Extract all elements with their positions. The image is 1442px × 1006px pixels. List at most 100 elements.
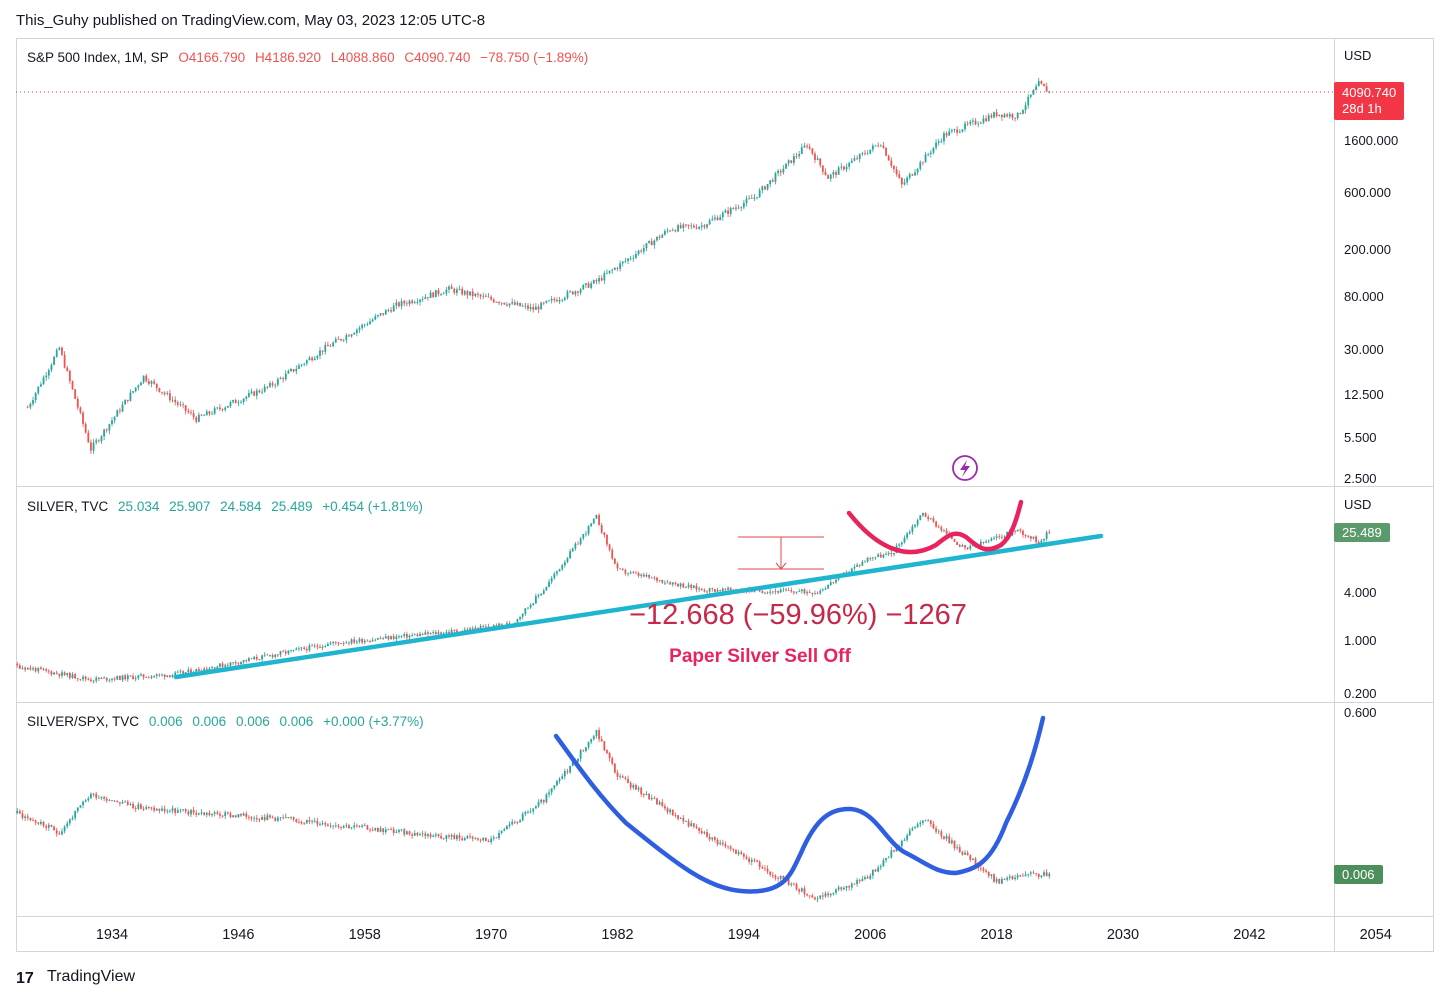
ratio-open: 0.006 — [148, 714, 183, 729]
candle-body — [150, 381, 153, 384]
candle-body — [1035, 536, 1038, 542]
candle-body — [213, 812, 216, 814]
candle-body — [103, 677, 106, 679]
candle-body — [650, 241, 653, 246]
pane-separator-2[interactable] — [16, 702, 1434, 703]
candle-body — [677, 815, 679, 819]
candle-body — [100, 436, 103, 442]
candle-body — [498, 832, 500, 839]
pane-separator-1[interactable] — [16, 486, 1434, 487]
candle-body — [869, 558, 872, 559]
candle-body — [87, 679, 90, 680]
candle-body — [392, 829, 395, 833]
candle-body — [993, 874, 995, 882]
candle-body — [740, 207, 743, 209]
candle-body — [914, 524, 916, 527]
candle-body — [355, 641, 358, 643]
candle-body — [334, 338, 337, 343]
ratio-projection-curve[interactable] — [553, 715, 1046, 894]
candle-body — [403, 634, 406, 637]
candle-body — [371, 640, 374, 642]
candle-body — [519, 820, 521, 823]
candle-body — [242, 660, 245, 662]
candle-body — [395, 831, 398, 833]
candle-body — [413, 302, 416, 304]
candle-body — [74, 811, 77, 818]
candle-body — [34, 393, 37, 401]
tradingview-brand[interactable]: 17 TradingView — [16, 968, 135, 986]
candle-body — [471, 291, 474, 297]
candle-body — [482, 626, 485, 628]
candle-body — [124, 801, 127, 803]
candle-body — [379, 638, 382, 640]
candle-body — [966, 123, 969, 125]
spx-countdown: 28d 1h — [1342, 101, 1382, 116]
candle-body — [887, 552, 890, 555]
candle-body — [590, 523, 593, 527]
x-axis-separator — [16, 916, 1434, 917]
spx-symbol: S&P 500 Index, 1M, SP — [27, 50, 169, 65]
candle-body — [100, 797, 103, 798]
candle-body — [95, 440, 98, 443]
candle-body — [577, 543, 579, 545]
candle-body — [987, 871, 990, 876]
silver-projection-curve[interactable] — [846, 499, 1024, 555]
x-tick-2018: 2018 — [980, 927, 1013, 943]
candle-body — [61, 347, 63, 355]
candle-body — [579, 750, 582, 759]
candle-body — [716, 839, 719, 845]
candle-body — [695, 826, 698, 828]
silver-trendline[interactable] — [173, 533, 1104, 680]
candle-body — [866, 558, 869, 562]
candle-body — [155, 808, 158, 811]
candle-body — [484, 837, 487, 841]
candle-body — [92, 442, 95, 451]
candle-body — [203, 415, 206, 417]
candle-body — [582, 284, 585, 290]
price-axis-column[interactable] — [1334, 38, 1434, 952]
candle-body — [735, 850, 737, 854]
candle-body — [166, 810, 169, 812]
candle-body — [613, 763, 616, 773]
measure-box[interactable] — [738, 536, 824, 570]
candle-body — [953, 539, 956, 542]
silver-legend: SILVER, TVC 25.034 25.907 24.584 25.489 … — [27, 499, 429, 514]
candle-body — [964, 545, 966, 548]
candle-body — [729, 846, 732, 849]
candle-body — [274, 654, 277, 658]
silver-candles — [16, 512, 1051, 684]
candle-body — [637, 787, 640, 790]
candle-body — [635, 254, 637, 258]
candle-body — [532, 306, 535, 310]
spx-pane[interactable] — [16, 38, 1334, 486]
candle-body — [398, 302, 400, 307]
candle-body — [906, 533, 909, 538]
candle-body — [195, 812, 198, 815]
candle-body — [764, 186, 766, 190]
x-tick-2054: 2054 — [1359, 927, 1392, 943]
ratio-pane[interactable] — [16, 703, 1334, 916]
candle-body — [71, 674, 74, 678]
candle-body — [956, 541, 959, 545]
candle-body — [703, 590, 706, 592]
candle-body — [606, 534, 608, 545]
candle-body — [940, 831, 943, 837]
candle-body — [850, 883, 853, 888]
candle-body — [945, 836, 948, 839]
candle-body — [943, 836, 945, 839]
candle-body — [937, 831, 940, 833]
lightning-icon[interactable] — [952, 455, 978, 481]
candle-body — [935, 521, 937, 527]
candle-body — [82, 676, 84, 680]
candle-body — [766, 183, 769, 190]
silver-pane[interactable]: −12.668 (−59.96%) −1267 Paper Silver Sel… — [16, 487, 1334, 702]
candle-body — [432, 292, 435, 298]
candle-body — [298, 648, 300, 650]
candle-body — [242, 813, 245, 816]
candle-body — [569, 766, 572, 773]
candle-body — [753, 197, 756, 199]
candle-body — [29, 817, 32, 821]
candle-body — [84, 676, 87, 680]
candle-body — [387, 310, 390, 311]
candle-body — [419, 299, 421, 303]
